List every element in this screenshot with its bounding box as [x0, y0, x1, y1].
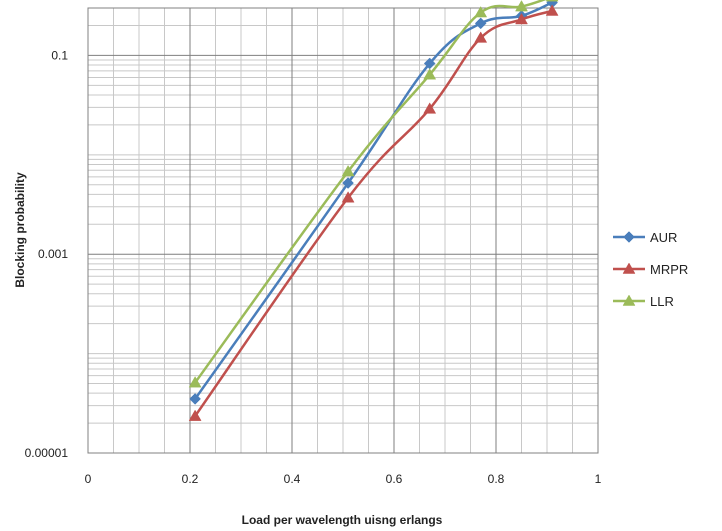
data-point-mrpr [188, 409, 202, 421]
data-point-llr [188, 376, 202, 388]
data-point-aur [342, 177, 354, 189]
legend-label-llr: LLR [650, 294, 674, 309]
series-layer [188, 0, 559, 421]
series-mrpr [188, 4, 559, 421]
legend-marker-mrpr [622, 262, 636, 274]
y-tick-label: 0.00001 [25, 446, 69, 460]
y-axis-tick-labels: 0.00001 0.001 0.1 [25, 48, 69, 460]
legend-item-mrpr: MRPR [613, 262, 688, 277]
legend-marker-aur [623, 231, 635, 243]
x-tick-label: 1 [595, 472, 602, 486]
x-tick-label: 0 [85, 472, 92, 486]
series-line-mrpr [194, 9, 553, 417]
data-point-aur [189, 393, 201, 405]
legend-label-mrpr: MRPR [650, 262, 688, 277]
legend-item-aur: AUR [613, 230, 677, 245]
y-tick-label: 0.001 [38, 247, 68, 261]
legend-label-aur: AUR [650, 230, 677, 245]
data-point-llr [423, 68, 437, 80]
x-tick-label: 0.6 [386, 472, 403, 486]
legend: AUR MRPR LLR [613, 230, 688, 309]
minor-gridlines [88, 8, 598, 453]
data-point-mrpr [515, 12, 528, 25]
x-axis-tick-labels: 0 0.2 0.4 0.6 0.8 1 [85, 472, 602, 486]
y-axis-title: Blocking probability [13, 172, 27, 288]
x-tick-label: 0.8 [488, 472, 505, 486]
series-llr [188, 0, 559, 388]
data-point-llr [515, 0, 528, 12]
data-point-mrpr [474, 31, 488, 43]
data-point-llr [341, 164, 355, 177]
legend-marker-llr [622, 294, 636, 306]
plot-area-frame [87, 7, 599, 454]
data-point-llr [474, 6, 488, 18]
x-tick-label: 0.2 [182, 472, 199, 486]
y-tick-label: 0.1 [51, 48, 68, 62]
x-tick-label: 0.4 [284, 472, 301, 486]
data-point-mrpr [423, 102, 437, 114]
data-point-mrpr [545, 4, 559, 16]
x-axis-title: Load per wavelength uisng erlangs [242, 513, 443, 527]
data-point-llr [545, 0, 559, 2]
data-point-aur [474, 17, 487, 30]
legend-item-llr: LLR [613, 294, 674, 309]
data-point-mrpr [341, 191, 355, 203]
